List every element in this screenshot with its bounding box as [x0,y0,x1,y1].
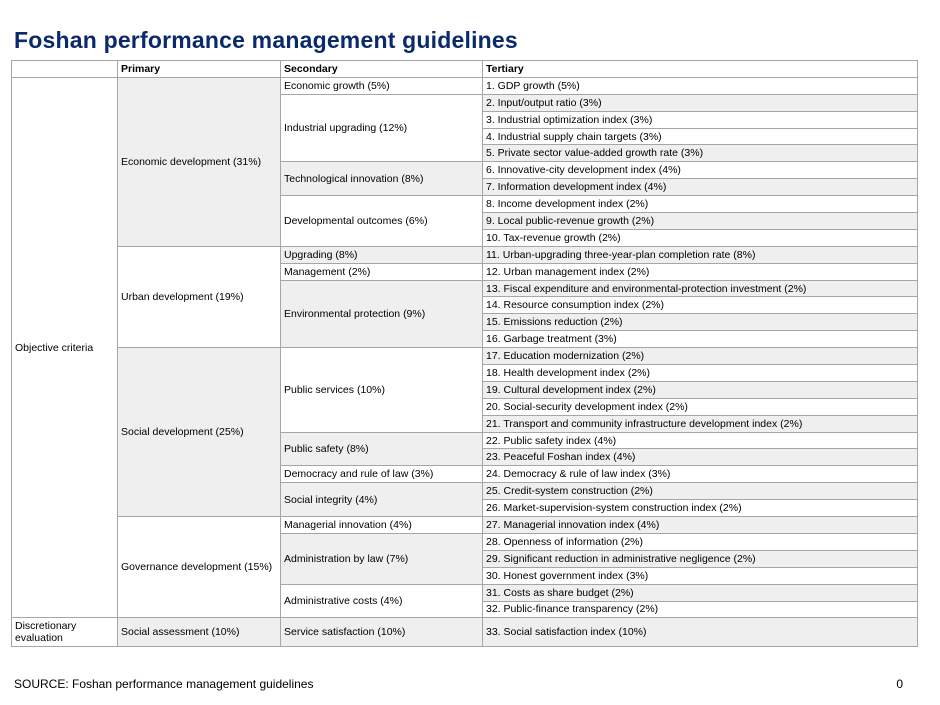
tertiary-item: 21. Transport and community infrastructu… [482,414,918,433]
table-row: Objective criteria Economic development … [11,76,918,619]
tertiary-item: 26. Market-supervision-system constructi… [482,499,918,518]
guidelines-table: Primary Secondary Tertiary Objective cri… [11,60,918,648]
table-row: 5. Private sector value-added growth rat… [12,144,918,163]
primary-urban: Urban development (19%) [117,245,281,349]
tertiary-item: 20. Social-security development index (2… [482,397,918,416]
tertiary-item: 2. Input/output ratio (3%) [482,93,918,112]
tertiary-item: 3. Industrial optimization index (3%) [482,110,918,129]
tertiary-item: 25. Credit-system construction (2%) [482,482,918,501]
secondary-dev-outcomes: Developmental outcomes (6%) [280,195,483,247]
table-row: 7. Information development index (4%) [12,178,918,197]
secondary-tech-innovation: Technological innovation (8%) [280,161,483,197]
category-objective: Objective criteria [11,76,118,619]
tertiary-item: 6. Innovative-city development index (4%… [482,161,918,180]
category-discretionary: Discretionary evaluation [11,617,118,648]
table-row: Management (2%) 12. Urban management ind… [12,262,918,281]
table-row: 10. Tax-revenue growth (2%) [12,228,918,247]
table-row: 30. Honest government index (3%) [12,566,918,585]
tertiary-item: 11. Urban-upgrading three-year-plan comp… [482,245,918,264]
header-primary: Primary [117,60,281,78]
tertiary-item: 7. Information development index (4%) [482,178,918,197]
secondary-democracy: Democracy and rule of law (3%) [280,465,483,484]
table-row: Administration by law (7%) 28. Openness … [12,532,918,585]
table-header-row: Primary Secondary Tertiary [11,60,918,78]
secondary-econ-growth: Economic growth (5%) [280,76,483,95]
table-row: Public safety (8%) 22. Public safety ind… [12,431,918,467]
primary-social: Social development (25%) [117,347,281,518]
tertiary-item: 18. Health development index (2%) [482,364,918,382]
tertiary-item: 8. Income development index (2%) [482,195,918,214]
secondary-admin-costs: Administrative costs (4%) [280,583,483,619]
secondary-public-services: Public services (10%) [280,347,483,433]
table-row: 14. Resource consumption index (2%) [12,296,918,315]
tertiary-item: 9. Local public-revenue growth (2%) [482,212,918,230]
page-title: Foshan performance management guidelines [14,27,518,53]
tertiary-item: 19. Cultural development index (2%) [482,380,918,399]
tertiary-item: 32. Public-finance transparency (2%) [482,600,918,619]
page-number: 0 [896,677,903,691]
tertiary-item: 24. Democracy & rule of law index (3%) [482,465,918,484]
secondary-env-protection: Environmental protection (9%) [280,279,483,349]
tertiary-item: 30. Honest government index (3%) [482,566,918,585]
table-row: Environmental protection (9%) 13. Fiscal… [12,279,918,349]
header-secondary: Secondary [280,60,483,78]
secondary-mgr-innovation: Managerial innovation (4%) [280,516,483,534]
tertiary-item: 28. Openness of information (2%) [482,532,918,551]
primary-assessment: Social assessment (10%) [117,617,281,648]
tertiary-item: 23. Peaceful Foshan index (4%) [482,448,918,467]
table-row: 29. Significant reduction in administrat… [12,549,918,568]
table-row: 3. Industrial optimization index (3%) [12,110,918,129]
table-row: Urban development (19%) Upgrading (8%) 1… [12,245,918,349]
secondary-integrity: Social integrity (4%) [280,482,483,518]
table-row: Democracy and rule of law (3%) 24. Democ… [12,465,918,484]
tertiary-item: 14. Resource consumption index (2%) [482,296,918,315]
tertiary-item: 5. Private sector value-added growth rat… [482,144,918,163]
secondary-upgrading: Upgrading (8%) [280,245,483,264]
tertiary-item: 31. Costs as share budget (2%) [482,583,918,602]
secondary-admin-law: Administration by law (7%) [280,532,483,585]
table-row: Developmental outcomes (6%) 8. Income de… [12,195,918,247]
table-row: Discretionary evaluation Social assessme… [11,617,918,648]
table-row: Social integrity (4%) 25. Credit-system … [12,482,918,518]
table-row: 20. Social-security development index (2… [12,397,918,416]
table-row: 19. Cultural development index (2%) [12,380,918,399]
tertiary-item: 29. Significant reduction in administrat… [482,549,918,568]
table-row: 32. Public-finance transparency (2%) [12,600,918,619]
tertiary-item: 1. GDP growth (5%) [482,76,918,95]
tertiary-item: 12. Urban management index (2%) [482,262,918,281]
source-note: SOURCE: Foshan performance management gu… [14,677,314,691]
table-row: Industrial upgrading (12%) 2. Input/outp… [12,93,918,163]
tertiary-item: 13. Fiscal expenditure and environmental… [482,279,918,298]
table-row: Social development (25%) Public services… [12,347,918,518]
secondary-service-satisfaction: Service satisfaction (10%) [280,617,483,648]
header-tertiary: Tertiary [482,60,918,78]
tertiary-item: 17. Education modernization (2%) [482,347,918,366]
header-category [11,60,118,78]
secondary-management: Management (2%) [280,262,483,281]
primary-governance: Governance development (15%) [117,516,281,619]
tertiary-item: 15. Emissions reduction (2%) [482,313,918,332]
secondary-public-safety: Public safety (8%) [280,431,483,467]
tertiary-item: 27. Managerial innovation index (4%) [482,516,918,534]
table-row: 26. Market-supervision-system constructi… [12,499,918,518]
tertiary-item: 33. Social satisfaction index (10%) [482,617,918,648]
secondary-ind-upgrading: Industrial upgrading (12%) [280,93,483,163]
table-row: Governance development (15%) Managerial … [12,516,918,619]
tertiary-item: 4. Industrial supply chain targets (3%) [482,127,918,146]
tertiary-item: 10. Tax-revenue growth (2%) [482,228,918,247]
primary-economic: Economic development (31%) [117,76,281,247]
tertiary-item: 22. Public safety index (4%) [482,431,918,450]
tertiary-item: 16. Garbage treatment (3%) [482,330,918,349]
